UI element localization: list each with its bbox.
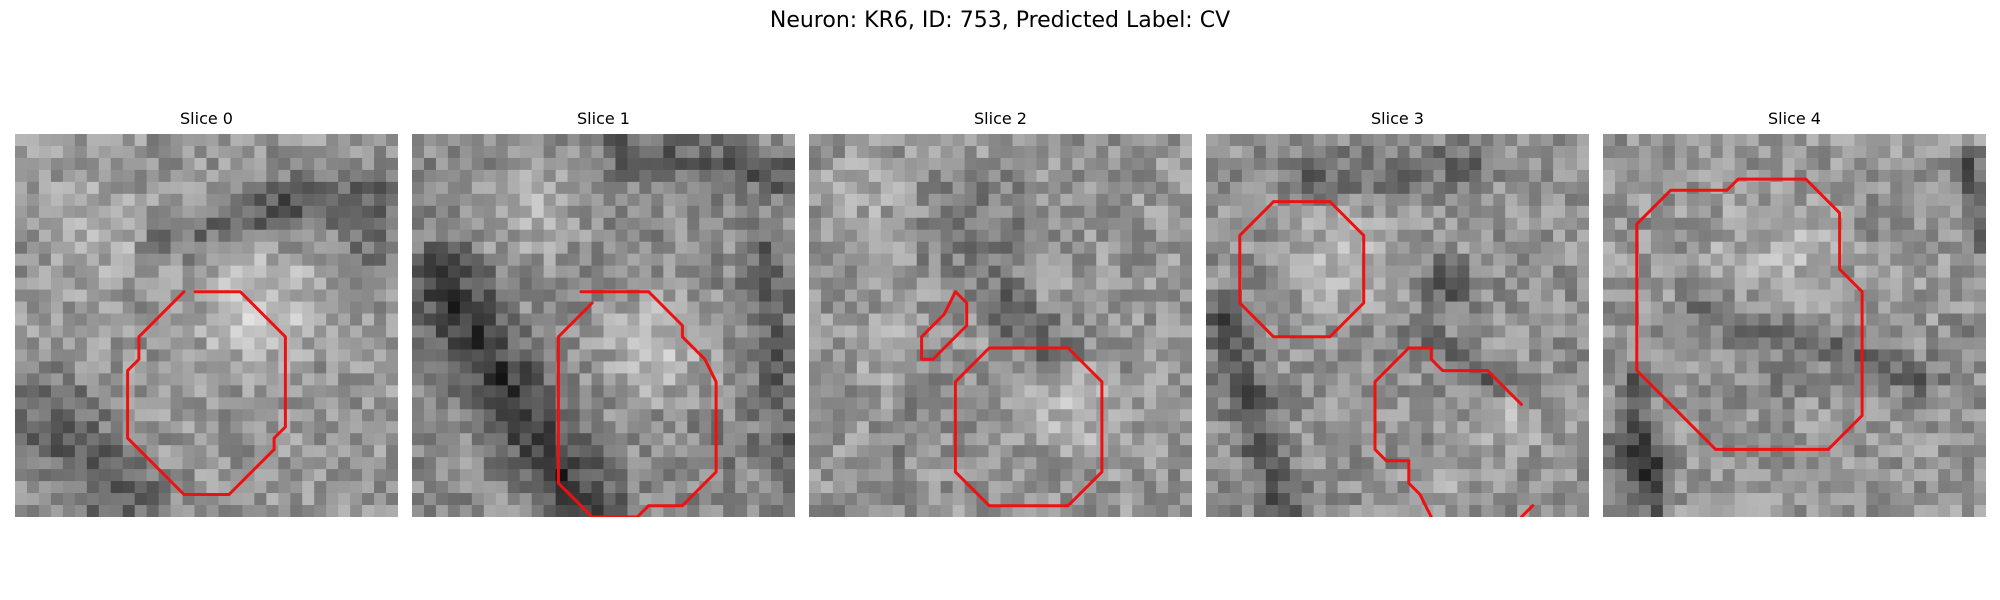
slice-panel-0: Slice 0: [15, 108, 398, 522]
cell-contour: [556, 290, 718, 517]
cell-contour: [126, 290, 287, 496]
slice-image: [1603, 134, 1986, 517]
contour-path: [1238, 200, 1366, 339]
contour-path: [1519, 504, 1535, 517]
slice-panel-3: Slice 3: [1206, 108, 1589, 522]
contour-path: [193, 290, 287, 496]
slice-title: Slice 2: [974, 109, 1027, 128]
contour-path: [920, 290, 969, 361]
slice-image: [809, 134, 1192, 517]
slice-title: Slice 1: [577, 109, 630, 128]
slice-panel-4: Slice 4: [1603, 108, 1986, 522]
slice-image: [15, 134, 398, 517]
micrograph-pixels: [15, 134, 398, 517]
cell-contour: [1635, 177, 1864, 451]
micrograph-pixels: [1603, 134, 1986, 517]
contour-path: [556, 290, 718, 517]
cell-contour: [920, 290, 1104, 508]
contour-path: [126, 290, 231, 496]
slice-title: Slice 3: [1371, 109, 1424, 128]
micrograph-pixels: [809, 134, 1192, 517]
contour-path: [1373, 346, 1433, 517]
micrograph-pixels: [1206, 134, 1589, 517]
slice-title: Slice 4: [1768, 109, 1821, 128]
contour-path: [1407, 346, 1523, 406]
contour-path: [953, 346, 1104, 508]
figure-title: Neuron: KR6, ID: 753, Predicted Label: C…: [769, 8, 1231, 33]
slice-image: [412, 134, 795, 517]
slice-image: [1206, 134, 1589, 517]
contour-path: [1635, 177, 1864, 451]
slice-title: Slice 0: [180, 109, 233, 128]
cell-contour: [1238, 200, 1535, 517]
micrograph-pixels: [412, 134, 795, 517]
slice-panel-2: Slice 2: [809, 108, 1192, 522]
slice-panel-1: Slice 1: [412, 108, 795, 522]
